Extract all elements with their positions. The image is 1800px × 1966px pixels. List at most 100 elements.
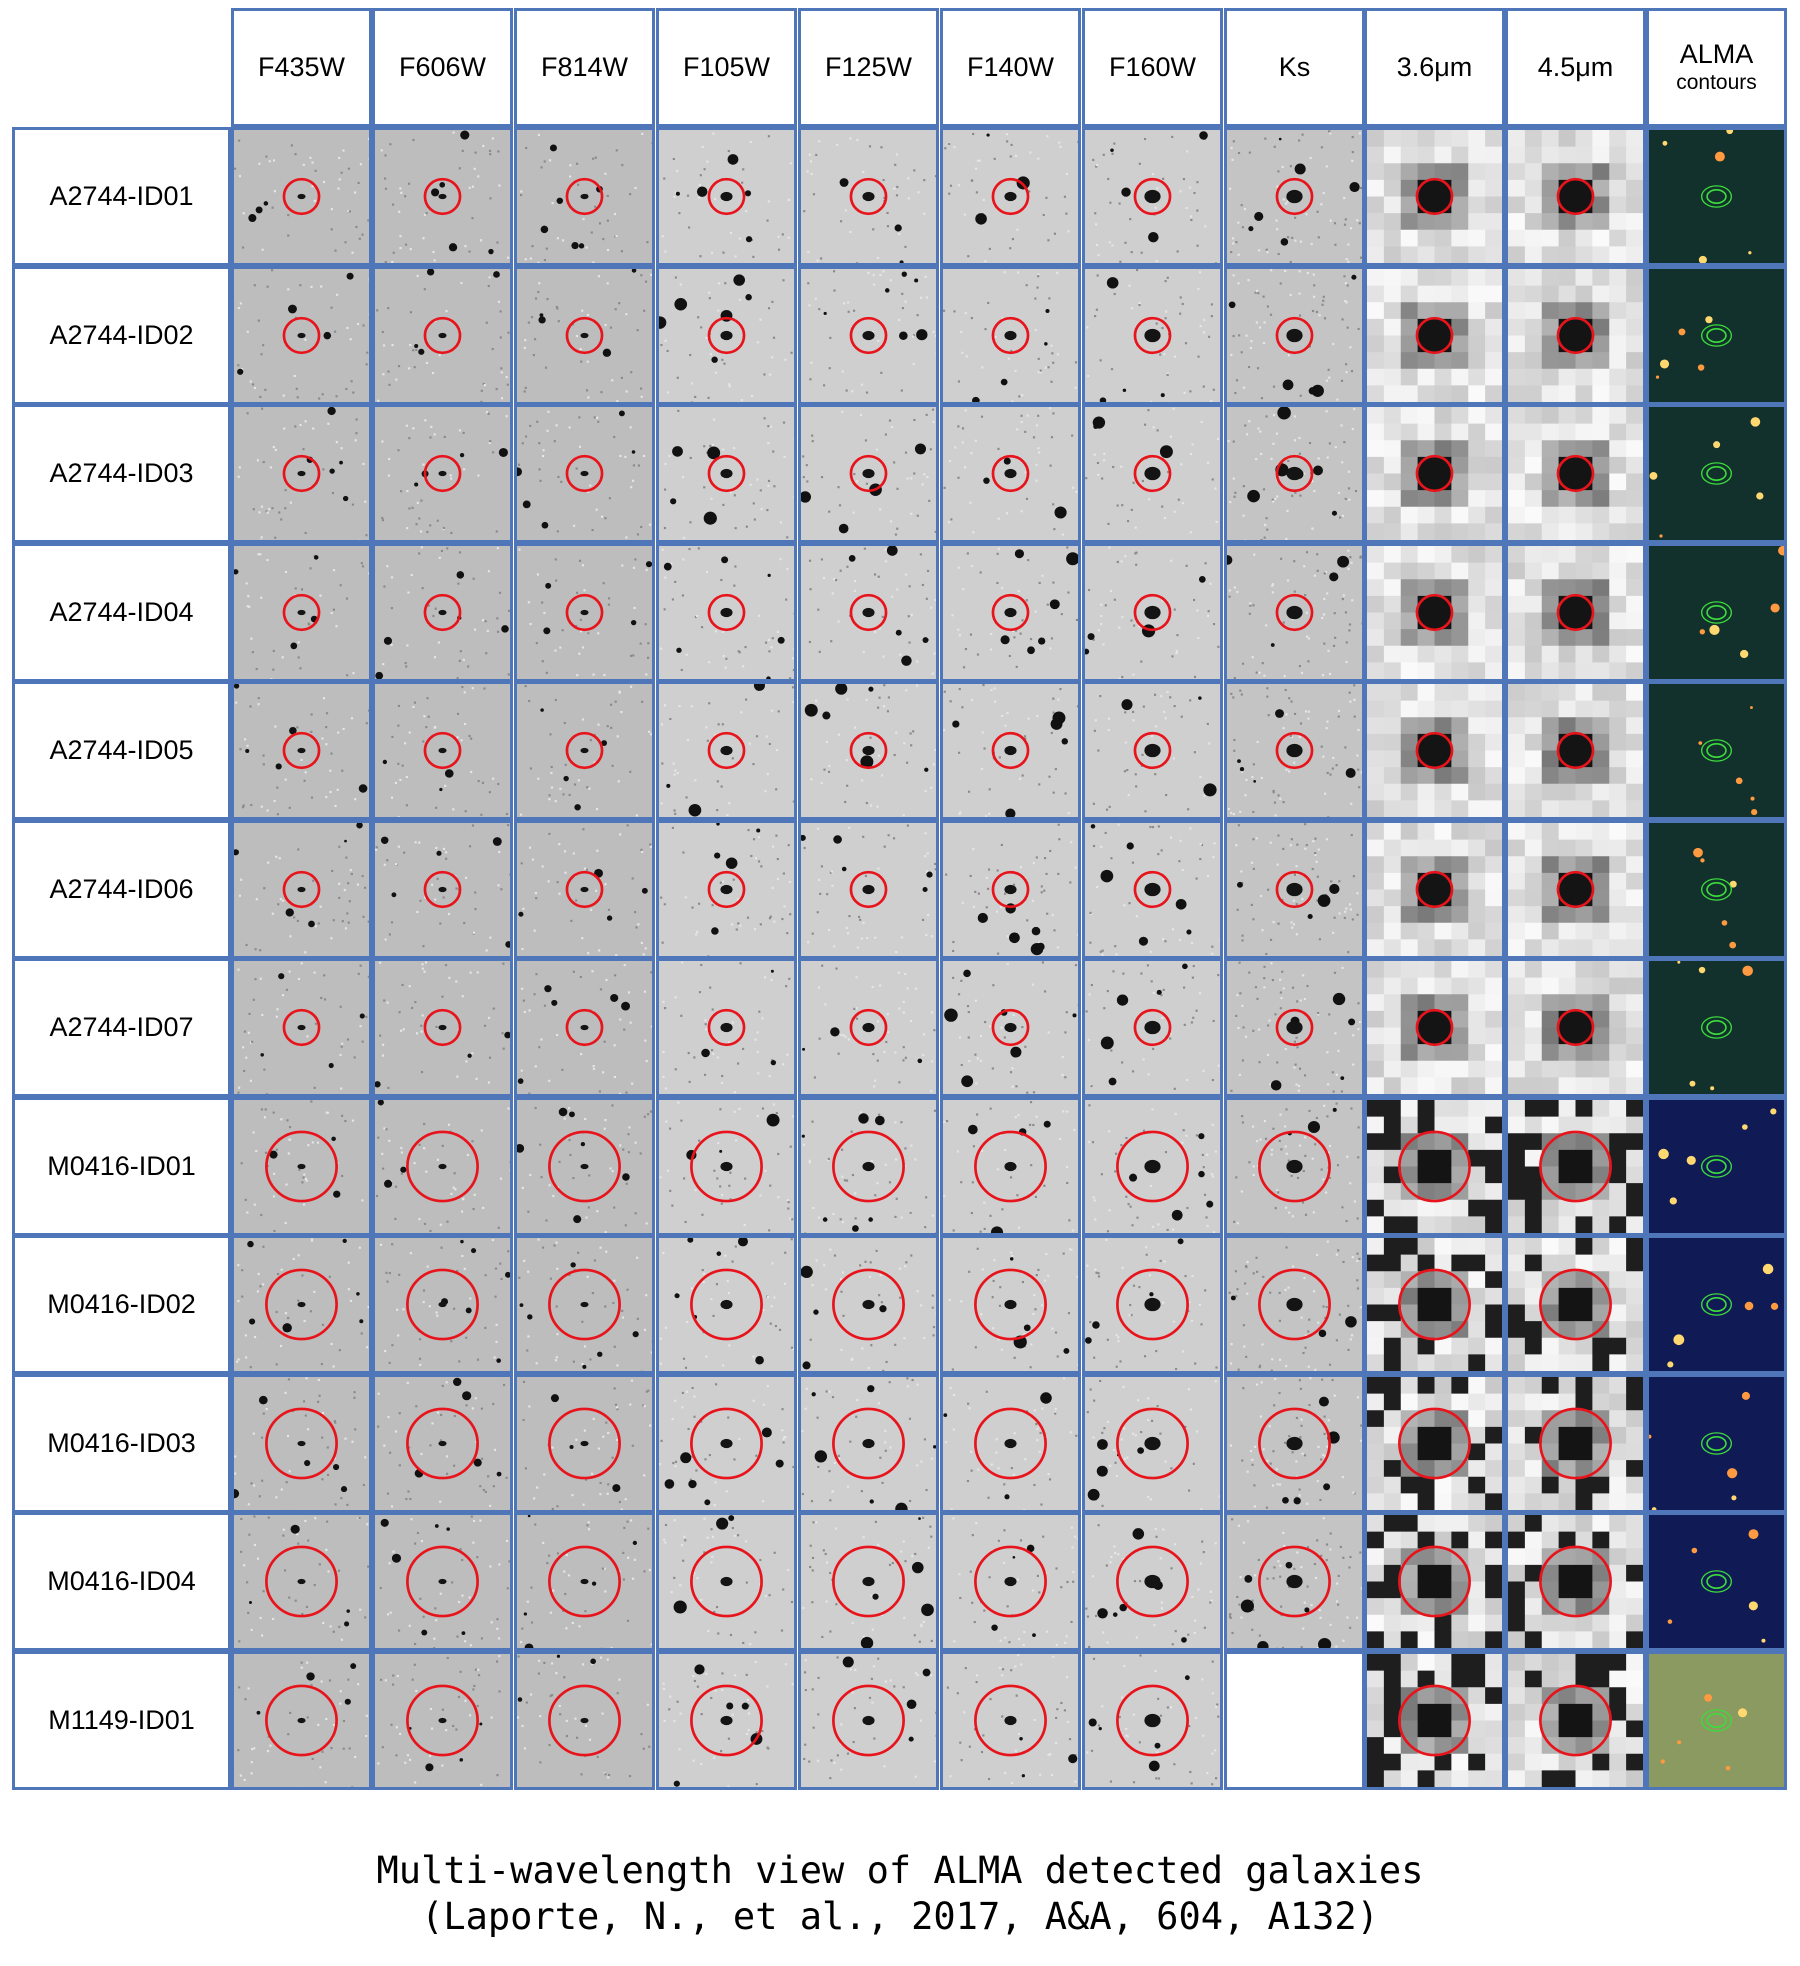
row-label: A2744-ID03: [12, 404, 231, 543]
red-aperture-circle: [282, 593, 321, 631]
image-stamp: [1082, 1512, 1223, 1651]
image-stamp: [1646, 127, 1787, 266]
image-stamp: [1646, 542, 1787, 682]
red-aperture-circle: [1556, 731, 1595, 770]
red-aperture-circle: [1539, 1268, 1612, 1341]
red-aperture-circle: [849, 1008, 888, 1047]
column-label: 3.6μm: [1396, 52, 1473, 82]
red-aperture-circle: [991, 454, 1030, 493]
image-stamp: [656, 681, 797, 820]
row-label: M0416-ID03: [12, 1373, 231, 1513]
red-aperture-circle: [423, 454, 462, 493]
column-header-4: F105W: [656, 8, 797, 127]
red-aperture-circle: [1116, 1545, 1189, 1618]
image-stamp: [798, 1650, 939, 1790]
red-aperture-circle: [1539, 1130, 1612, 1202]
red-aperture-circle: [406, 1545, 479, 1618]
image-stamp: [1364, 958, 1505, 1097]
row-label: A2744-ID01: [12, 127, 231, 266]
red-aperture-circle: [690, 1268, 763, 1341]
red-aperture-circle: [1398, 1268, 1471, 1341]
column-label: F435W: [257, 52, 346, 82]
image-stamp: [798, 1373, 939, 1513]
figure-caption: Multi-wavelength view of ALMA detected g…: [0, 1848, 1800, 1940]
image-stamp: [798, 958, 939, 1097]
caption-line-1: Multi-wavelength view of ALMA detected g…: [376, 1849, 1424, 1892]
red-aperture-circle: [423, 593, 462, 631]
image-stamp: [940, 1512, 1081, 1651]
red-aperture-circle: [1275, 731, 1314, 770]
red-aperture-circle: [265, 1684, 338, 1756]
image-stamp: [1082, 542, 1223, 682]
image-stamp: [1364, 1096, 1505, 1236]
image-stamp: [1082, 404, 1223, 543]
red-aperture-circle: [1539, 1684, 1612, 1756]
image-stamp: [1646, 1235, 1787, 1374]
red-aperture-circle: [406, 1684, 479, 1756]
red-aperture-circle: [849, 316, 888, 354]
red-aperture-circle: [548, 1130, 621, 1202]
image-stamp: [798, 819, 939, 959]
image-stamp: [1224, 681, 1365, 820]
image-stamp: [1505, 1235, 1646, 1374]
red-aperture-circle: [1116, 1407, 1189, 1479]
image-stamp: [372, 958, 513, 1097]
red-aperture-circle: [1539, 1545, 1612, 1618]
image-stamp: [372, 404, 513, 543]
image-stamp: [1505, 542, 1646, 682]
red-aperture-circle: [1133, 593, 1172, 631]
image-stamp: [514, 265, 655, 405]
image-stamp: [372, 681, 513, 820]
red-aperture-circle: [707, 454, 746, 493]
red-aperture-circle: [548, 1684, 621, 1756]
red-aperture-circle: [832, 1684, 905, 1756]
column-header-9: 3.6μm: [1364, 8, 1505, 127]
column-header-5: F125W: [798, 8, 939, 127]
image-stamp: [514, 1512, 655, 1651]
image-stamp: [1364, 542, 1505, 682]
image-stamp: [1364, 1512, 1505, 1651]
image-stamp: [1646, 265, 1787, 405]
column-label: F125W: [824, 52, 913, 82]
corner-blank: [12, 8, 184, 103]
row-label: A2744-ID02: [12, 265, 231, 405]
caption-line-2: (Laporte, N., et al., 2017, A&A, 604, A1…: [421, 1895, 1379, 1938]
red-aperture-circle: [707, 870, 746, 908]
red-aperture-circle: [707, 731, 746, 770]
image-stamp: [372, 265, 513, 405]
image-stamp: [231, 127, 372, 266]
red-aperture-circle: [849, 177, 888, 216]
red-aperture-circle: [707, 316, 746, 354]
red-aperture-circle: [832, 1545, 905, 1618]
red-aperture-circle: [406, 1130, 479, 1202]
image-stamp: [372, 1096, 513, 1236]
red-aperture-circle: [1415, 1008, 1454, 1047]
image-stamp: [656, 819, 797, 959]
image-stamp: [1082, 1235, 1223, 1374]
image-stamp: [514, 819, 655, 959]
red-aperture-circle: [565, 454, 604, 493]
image-stamp: [514, 1650, 655, 1790]
row-label: M1149-ID01: [12, 1650, 231, 1790]
red-aperture-circle: [991, 593, 1030, 631]
red-aperture-circle: [1275, 177, 1314, 216]
red-aperture-circle: [832, 1268, 905, 1341]
image-stamp: [798, 542, 939, 682]
image-stamp: [231, 1096, 372, 1236]
red-aperture-circle: [1398, 1545, 1471, 1618]
red-aperture-circle: [423, 731, 462, 770]
row-label: M0416-ID04: [12, 1512, 231, 1651]
column-header-1: F435W: [231, 8, 372, 127]
image-stamp: [940, 1373, 1081, 1513]
red-aperture-circle: [1415, 731, 1454, 770]
red-aperture-circle: [1415, 454, 1454, 493]
image-stamp: [1224, 1096, 1365, 1236]
image-stamp: [231, 404, 372, 543]
column-header-2: F606W: [372, 8, 513, 127]
red-aperture-circle: [1275, 593, 1314, 631]
image-stamp: [231, 819, 372, 959]
image-stamp: [1082, 1373, 1223, 1513]
red-aperture-circle: [690, 1545, 763, 1618]
image-stamp: [940, 1096, 1081, 1236]
image-stamp: [1364, 819, 1505, 959]
